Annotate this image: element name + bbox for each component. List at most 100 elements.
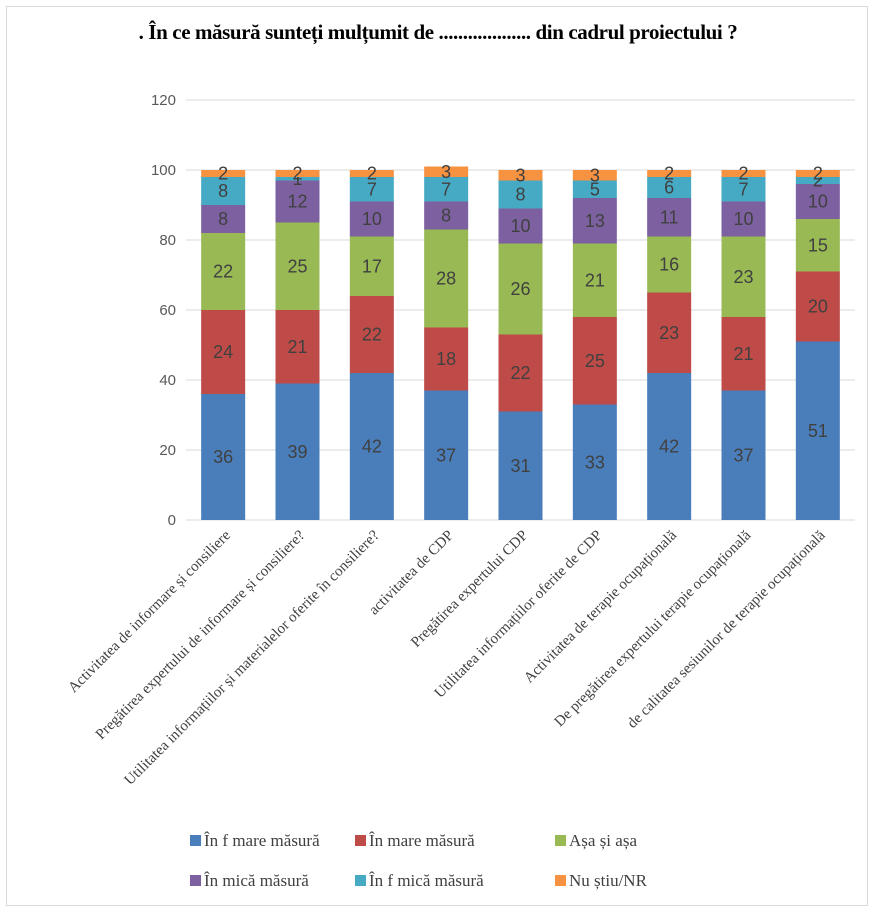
data-label: 15 (808, 235, 828, 255)
bar-segment (275, 383, 320, 520)
data-label: 22 (362, 325, 382, 345)
data-label: 2 (813, 164, 823, 184)
data-label: 18 (436, 349, 456, 369)
data-label: 2 (218, 164, 228, 184)
bar-segment (424, 327, 469, 391)
bar-segment (572, 170, 617, 181)
data-label: 2 (664, 164, 674, 184)
y-axis-ticks: 0 20 40 60 80 100 120 (151, 92, 176, 529)
data-label: 7 (738, 179, 748, 199)
data-label: 16 (659, 255, 679, 275)
x-tick-label: Activitatea de terapie ocupațională (521, 527, 680, 686)
x-tick-label: Utilitatea informațiilor și materialelor… (122, 527, 383, 788)
legend-swatch (355, 875, 366, 886)
bar-segment (572, 243, 617, 317)
bar-segment (647, 177, 692, 198)
data-label: 11 (660, 207, 679, 227)
bar-segment (349, 170, 394, 177)
data-label: 23 (659, 323, 679, 343)
data-label: 25 (585, 351, 605, 371)
data-label: 3 (441, 162, 451, 182)
bar-segment (572, 404, 617, 520)
legend-label: În mare măsură (369, 831, 475, 850)
bar-segment (201, 177, 246, 205)
bar-segment (647, 292, 692, 373)
bar-segment (424, 177, 469, 202)
data-label: 8 (218, 181, 228, 201)
data-label: 12 (287, 192, 307, 212)
data-label: 25 (287, 256, 307, 276)
data-label: 17 (362, 256, 382, 276)
bar-segment (498, 411, 543, 520)
data-label: 42 (659, 437, 679, 457)
data-label: 51 (808, 421, 828, 441)
bar-segment (572, 317, 617, 405)
bar-segment (647, 373, 692, 520)
bar-segment (424, 201, 469, 230)
bar-segment (795, 184, 840, 219)
data-label: 42 (362, 437, 382, 457)
data-label: 8 (218, 209, 228, 229)
y-tick-label: 100 (151, 162, 176, 179)
bar-segment (201, 394, 246, 520)
data-label: 39 (287, 442, 307, 462)
data-label: 22 (510, 363, 530, 383)
data-label: 36 (213, 447, 233, 467)
legend-swatch (555, 835, 566, 846)
x-tick-label: Utilitatea informațiilor oferite de CDP (432, 528, 606, 702)
bar-segment (721, 201, 766, 237)
data-label: 21 (733, 344, 753, 364)
data-label: 20 (808, 297, 828, 317)
bar-segment (721, 236, 766, 317)
data-label: 8 (441, 206, 451, 226)
data-label: 3 (515, 165, 525, 185)
bar-segment (721, 170, 766, 177)
legend-label: Așa și așa (569, 831, 637, 850)
y-tick-label: 40 (159, 372, 176, 389)
bar-segment (795, 341, 840, 520)
legend-swatch (355, 835, 366, 846)
data-label: 6 (664, 178, 674, 198)
bar-segment (275, 310, 320, 384)
bar-segment (275, 177, 320, 181)
legend: În f mare măsură În mare măsură Așa și așa… (190, 831, 648, 890)
bar-segment (498, 208, 543, 244)
bar-segment (201, 310, 246, 394)
bar-segment (721, 317, 766, 391)
bar-segment (498, 243, 543, 335)
bar-segment (275, 222, 320, 310)
data-label: 7 (441, 179, 451, 199)
data-label: 13 (585, 211, 605, 231)
data-label: 21 (585, 270, 605, 290)
data-label: 1 (292, 169, 302, 189)
bars: 3624228823921251212422217107237182887331… (201, 162, 840, 520)
bar-segment (201, 170, 246, 177)
y-tick-label: 120 (151, 92, 176, 109)
bar-segment (795, 219, 840, 272)
bar-segment (201, 205, 246, 233)
bar-segment (498, 180, 543, 209)
y-tick-label: 80 (159, 232, 176, 249)
data-label: 28 (436, 269, 456, 289)
legend-label: În f mare măsură (204, 831, 320, 850)
bar-segment (201, 233, 246, 310)
bar-segment (647, 236, 692, 293)
legend-label: În mică măsură (204, 871, 309, 890)
bar-segment (647, 170, 692, 177)
data-label: 37 (436, 445, 456, 465)
bar-segment (795, 177, 840, 184)
legend-swatch (555, 875, 566, 886)
bar-segment (349, 296, 394, 373)
bar-segment (275, 180, 320, 223)
bar-segment (349, 373, 394, 520)
x-tick-label: Activitatea de informare și consiliere (65, 527, 234, 696)
bar-segment (572, 198, 617, 244)
bar-segment (498, 334, 543, 412)
x-axis-labels: Activitatea de informare și consilierePr… (65, 527, 828, 788)
data-label: 23 (733, 267, 753, 287)
data-label: 22 (213, 262, 233, 282)
bar-segment (721, 390, 766, 520)
data-label: 10 (510, 216, 530, 236)
data-label: 10 (362, 209, 382, 229)
